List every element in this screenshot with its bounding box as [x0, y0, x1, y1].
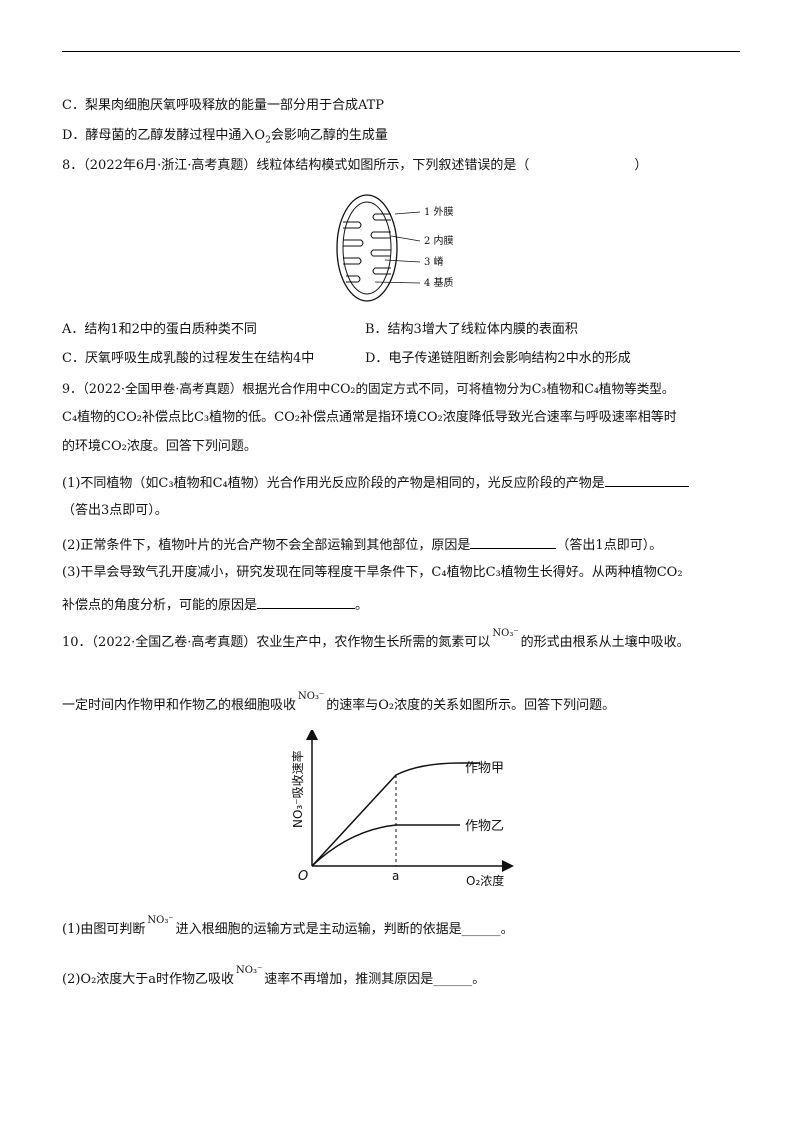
q9-stem-line1: 9．（2022·全国甲卷·高考真题）根据光合作用中CO₂的固定方式不同，可将植物…	[62, 381, 675, 396]
series-line-jia	[311, 762, 480, 867]
x-axis-label: O₂浓度	[466, 873, 504, 888]
q9-part2: (2)正常条件下，植物叶片的光合产物不会全部运输到其他部位，原因是 （答出1点即可…	[62, 534, 662, 555]
label-inner-membrane: 2 内膜	[424, 236, 454, 247]
q10-part1: (1)由图可判断NO₃⁻进入根细胞的运输方式是主动运输，判断的依据是______…	[62, 915, 514, 937]
q9-stem-line3: 的环境CO₂浓度。回答下列问题。	[62, 439, 257, 454]
label-matrix: 4 基质	[424, 278, 454, 289]
no3-formula: NO₃⁻	[298, 691, 325, 702]
series-line-yi	[311, 824, 460, 867]
q8-option-b: B．结构3增大了线粒体内膜的表面积	[365, 322, 578, 337]
label-crista: 3 嵴	[424, 257, 444, 268]
label-outer-membrane: 1 外膜	[424, 207, 454, 218]
no3-formula: NO₃⁻	[147, 915, 174, 926]
no3-formula: NO₃⁻	[492, 628, 519, 639]
x-tick-a: a	[392, 869, 399, 883]
q9-stem-line2: C₄植物的CO₂补偿点比C₃植物的低。CO₂补偿点通常是指环境CO₂浓度降低导致…	[62, 410, 677, 425]
y-axis-label: NO₃⁻吸收速率	[290, 750, 305, 828]
q8-option-a: A．结构1和2中的蛋白质种类不同	[62, 322, 257, 337]
q10-stem-line2: 一定时间内作物甲和作物乙的根细胞吸收NO₃⁻的速率与O₂浓度的关系如图所示。回答…	[62, 691, 616, 713]
uptake-rate-chart: 作物甲 作物乙 O a O₂浓度 NO₃⁻吸收速率	[290, 730, 514, 888]
mitochondria-diagram	[336, 194, 421, 302]
q8-stem: 8．（2022年6月·浙江·高考真题）线粒体结构模式如图所示，下列叙述错误的是（…	[62, 158, 648, 173]
answer-blank[interactable]	[257, 594, 356, 609]
q9-part3: (3)干旱会导致气孔开度减小，研究发现在同等程度干旱条件下，C₄植物比C₃植物生…	[62, 565, 683, 580]
q9-part1: (1)不同植物（如C₃植物和C₄植物）光合作用光反应阶段的产物是相同的，光反应阶…	[62, 472, 689, 493]
no3-formula: NO₃⁻	[236, 965, 263, 976]
q8-option-c: C．厌氧呼吸生成乳酸的过程发生在结构4中	[62, 351, 315, 366]
series-label-jia: 作物甲	[465, 761, 504, 776]
series-label-yi: 作物乙	[465, 819, 504, 834]
q8-option-d: D．电子传递链阻断剂会影响结构2中水的形成	[365, 351, 631, 366]
q9-part1-cont: （答出3点即可）。	[62, 503, 168, 518]
origin-label: O	[298, 869, 308, 884]
q10-part2: (2)O₂浓度大于a时作物乙吸收NO₃⁻速率不再增加，推测其原因是______。	[62, 965, 486, 987]
q7-option-d: D．酵母菌的乙醇发酵过程中通入O2会影响乙醇的生成量	[62, 128, 388, 146]
header-rule	[62, 51, 740, 52]
answer-blank[interactable]	[470, 534, 557, 549]
q7-option-c: C．梨果肉细胞厌氧呼吸释放的能量一部分用于合成ATP	[62, 98, 385, 113]
q10-stem-line1: 10．（2022·全国乙卷·高考真题）农业生产中，农作物生长所需的氮素可以NO₃…	[62, 628, 690, 650]
q9-part3-cont: 补偿点的角度分析，可能的原因是。	[62, 594, 368, 615]
answer-blank[interactable]	[604, 472, 689, 487]
